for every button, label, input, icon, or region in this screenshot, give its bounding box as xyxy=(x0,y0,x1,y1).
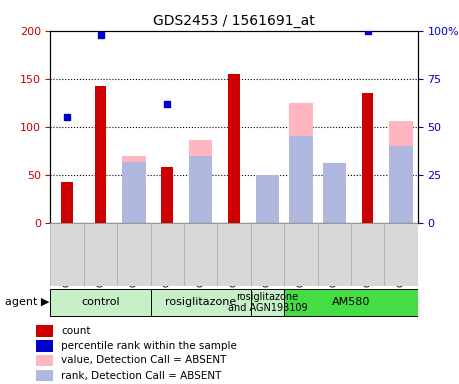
Bar xyxy=(284,289,418,316)
Bar xyxy=(50,289,151,316)
Text: count: count xyxy=(61,326,90,336)
Title: GDS2453 / 1561691_at: GDS2453 / 1561691_at xyxy=(153,14,315,28)
Bar xyxy=(284,223,318,286)
Bar xyxy=(36,340,53,352)
Text: control: control xyxy=(81,297,120,308)
Bar xyxy=(384,223,418,286)
Bar xyxy=(289,136,313,223)
Bar xyxy=(36,355,53,366)
Text: percentile rank within the sample: percentile rank within the sample xyxy=(61,341,237,351)
Bar xyxy=(323,175,346,223)
Text: agent ▶: agent ▶ xyxy=(5,297,49,308)
Bar xyxy=(62,182,73,223)
Bar xyxy=(84,223,117,286)
Bar xyxy=(151,289,251,316)
Bar xyxy=(122,156,146,223)
Bar xyxy=(189,156,213,223)
Bar xyxy=(362,93,374,223)
Bar xyxy=(251,289,284,316)
Bar xyxy=(36,325,53,337)
Bar xyxy=(50,223,84,286)
Bar xyxy=(289,103,313,223)
Bar xyxy=(251,223,284,286)
Bar xyxy=(117,223,151,286)
Bar xyxy=(162,167,173,223)
Bar xyxy=(228,74,240,223)
Bar xyxy=(351,223,384,286)
Text: AM580: AM580 xyxy=(332,297,370,308)
Bar xyxy=(318,223,351,286)
Bar xyxy=(218,223,251,286)
Bar xyxy=(389,146,413,223)
Bar xyxy=(151,223,184,286)
Bar xyxy=(122,162,146,223)
Bar xyxy=(256,175,279,223)
Text: value, Detection Call = ABSENT: value, Detection Call = ABSENT xyxy=(61,356,226,366)
Bar xyxy=(36,370,53,381)
Bar xyxy=(256,184,279,223)
Bar xyxy=(389,121,413,223)
Bar xyxy=(184,223,218,286)
Bar xyxy=(323,163,346,223)
Text: rosiglitazone
and AGN193109: rosiglitazone and AGN193109 xyxy=(228,291,307,313)
Bar xyxy=(189,140,213,223)
Text: rank, Detection Call = ABSENT: rank, Detection Call = ABSENT xyxy=(61,371,221,381)
Text: rosiglitazone: rosiglitazone xyxy=(165,297,236,308)
Bar xyxy=(95,86,106,223)
